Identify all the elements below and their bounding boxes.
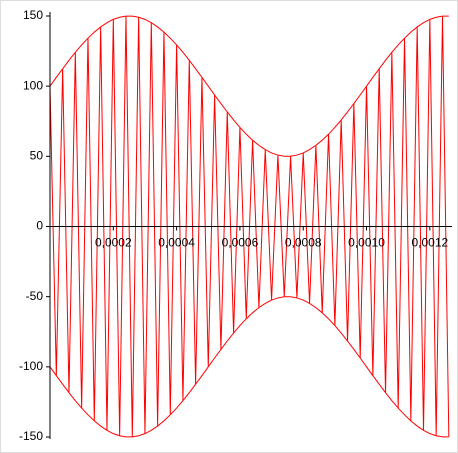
x-tick-label: 0,0010	[348, 236, 385, 250]
x-tick-label: 0,0004	[158, 236, 195, 250]
y-tick-label: 100	[23, 78, 43, 92]
y-tick-label: 0	[36, 219, 43, 233]
x-tick-label: 0,0008	[285, 236, 322, 250]
y-tick-label: 50	[30, 149, 44, 163]
signal-line	[49, 16, 450, 437]
envelope-line	[49, 15, 449, 157]
y-tick-label: 150	[23, 8, 43, 22]
y-tick-label: -100	[19, 359, 43, 373]
x-tick-label: 0,0006	[222, 236, 259, 250]
x-tick-label: 0,0002	[95, 236, 132, 250]
y-tick-label: -50	[26, 289, 44, 303]
envelope-line	[49, 296, 449, 438]
x-tick-label: 0,0012	[411, 236, 448, 250]
y-tick-label: -150	[19, 429, 43, 443]
